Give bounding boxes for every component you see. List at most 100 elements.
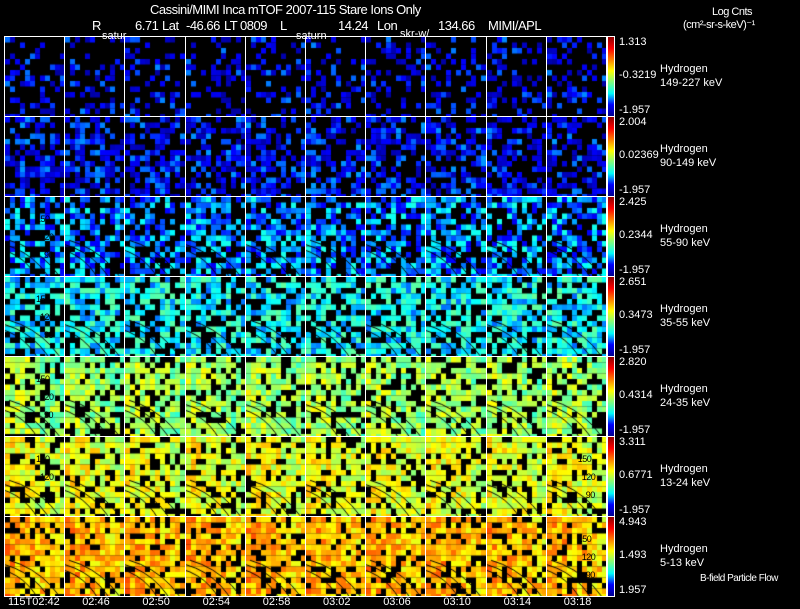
time-tick-label: 03:10 [443,596,471,608]
annotation-skr: skr-w/ [400,28,430,40]
heatmap-cells [426,277,486,356]
colorbar-min-label: 1.957 [619,584,647,596]
heatmap-panel [305,276,367,357]
heatmap-cells [5,517,65,596]
colorbar-mid-label: 0.2344 [619,229,653,241]
contour-label: 120 [40,312,54,322]
heatmap-cells [245,197,305,276]
heatmap-panel [545,356,607,437]
heatmap-cells [426,117,486,196]
heatmap-panel [425,436,487,517]
heatmap-panel [244,116,306,197]
colorbar-min-label: -1.957 [619,504,651,516]
contour-label: 150 [577,534,592,544]
heatmap-cells [125,517,185,596]
contour-label: 120 [40,472,54,482]
heatmap-cells [245,37,305,116]
plot-title: Cassini/MIMI Inca mTOF 2007-115 Stare Io… [150,2,421,17]
heatmap-cells [125,37,185,116]
heatmap-cells [546,197,606,276]
heatmap-cells [486,517,546,596]
colorbar [607,436,615,517]
contour-label: 90 [585,570,596,580]
contour-label: 150 [36,214,50,224]
heatmap-cells [5,117,65,196]
energy-range-label: 13-24 keV [660,477,711,489]
source-label: MIMI/APL [488,18,542,33]
heatmap-panel [184,116,246,197]
time-tick-label: 02:58 [262,596,291,608]
colorbar-mid-label: -0.3219 [619,69,657,81]
heatmap-cells [366,37,426,116]
heatmap-panel [124,356,186,437]
heatmap-panel [425,196,487,277]
lon-label: Lon [377,18,398,33]
heatmap-cells [245,357,305,436]
heatmap-cells [5,37,65,116]
heatmap-panel [485,516,547,597]
heatmap-cells [185,437,245,516]
heatmap-panel [64,36,126,117]
heatmap-cells [366,357,426,436]
heatmap-panel [545,116,607,197]
heatmap-panel [425,36,487,117]
lon-value: 134.66 [438,18,475,33]
heatmap-cells [426,357,486,436]
heatmap-cells [125,117,185,196]
heatmap-panel [365,516,427,597]
heatmap-panel [365,436,427,517]
colorbar [607,516,615,597]
heatmap-panel [365,356,427,437]
heatmap-panel [365,116,427,197]
heatmap-panel [4,116,66,197]
colorbar [607,276,615,357]
heatmap-panel [184,196,246,277]
heatmap-panel [305,436,367,517]
heatmap-panel [425,356,487,437]
contour-label: 90 [44,250,54,260]
species-label: Hydrogen [660,223,708,235]
species-label: Hydrogen [660,63,708,75]
heatmap-cells [245,277,305,356]
heatmap-cells [546,357,606,436]
heatmap-cells [546,37,606,116]
heatmap-cells [426,517,486,596]
heatmap-panel [4,36,66,117]
heatmap-cells [366,117,426,196]
heatmap-panel [545,196,607,277]
heatmap-panel [485,436,547,517]
heatmap-panel [545,436,607,517]
annotation-satur: satur [102,30,127,42]
heatmap-cells [486,37,546,116]
species-label: Hydrogen [660,143,708,155]
l-value: 14.24 [338,18,369,33]
heatmap-panel [64,436,126,517]
heatmap-cells [245,117,305,196]
contour-label: 120 [40,232,54,242]
species-label: Hydrogen [660,543,708,555]
heatmap-cells [65,117,125,196]
heatmap-panel [124,516,186,597]
contour-label: 120 [581,472,596,482]
heatmap-panel [485,276,547,357]
heatmap-panel [425,116,487,197]
colorbar-max-label: 3.311 [619,436,646,448]
heatmap-cells [546,517,606,596]
heatmap-panel [124,36,186,117]
heatmap-cells [185,37,245,116]
heatmap-cells [185,117,245,196]
colorbar-max-label: 2.651 [619,276,647,288]
heatmap-panel [4,516,66,597]
energy-range-label: 90-149 keV [660,157,717,169]
heatmap-cells [65,437,125,516]
heatmap-panel [124,276,186,357]
heatmap-cells [65,197,125,276]
time-tick-label: 03:18 [563,596,592,608]
heatmap-panel [545,276,607,357]
heatmap-panel [365,276,427,357]
heatmap-cells [125,277,185,356]
heatmap-panel [184,36,246,117]
colorbar [607,196,615,277]
units-line2: (cm²-sr-s-keV)⁻¹ [683,19,755,31]
heatmap-panel [305,516,367,597]
